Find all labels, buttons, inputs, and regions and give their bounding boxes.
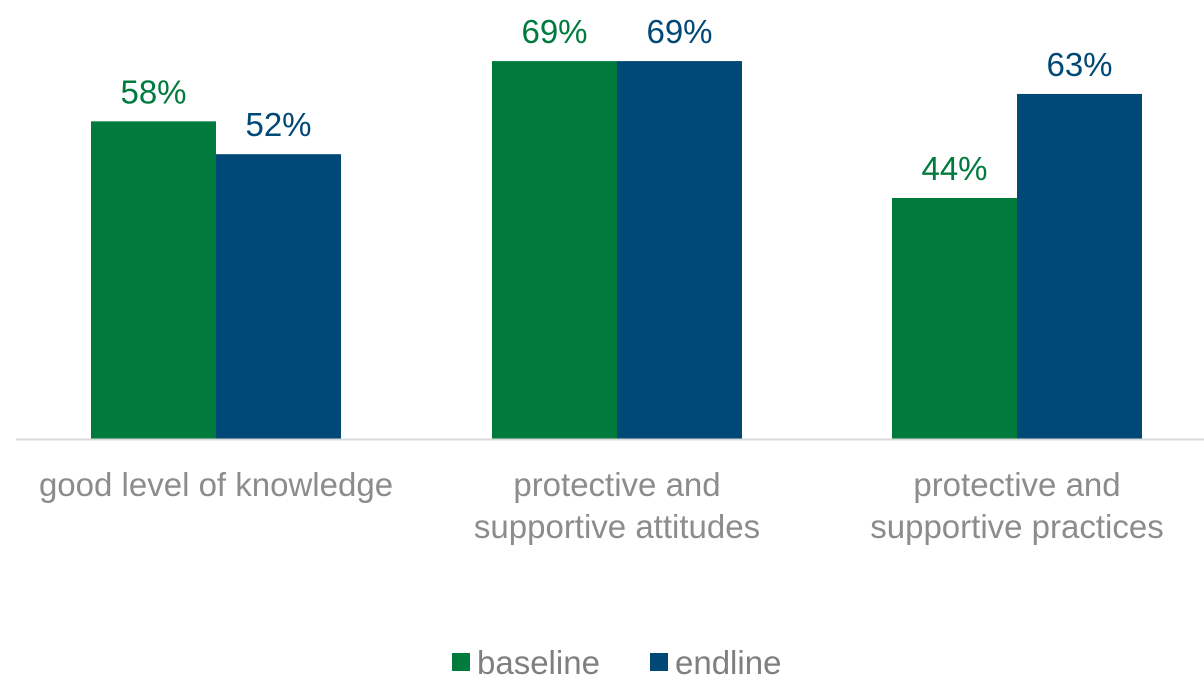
bar-baseline-1 bbox=[492, 61, 617, 439]
x-tick-label-line: supportive attitudes bbox=[474, 508, 760, 545]
x-tick-labels-group: good level of knowledge protective and sup… bbox=[39, 466, 1164, 545]
data-label-baseline-0: 58% bbox=[120, 73, 186, 110]
legend: baseline endline bbox=[452, 644, 781, 681]
bar-baseline-2 bbox=[892, 198, 1017, 439]
data-label-baseline-2: 44% bbox=[921, 150, 987, 187]
data-label-endline-1: 69% bbox=[646, 13, 712, 50]
data-label-baseline-1: 69% bbox=[521, 13, 587, 50]
x-tick-label-line: protective and bbox=[513, 466, 720, 503]
x-tick-label-line: supportive practices bbox=[870, 508, 1163, 545]
bar-endline-0 bbox=[216, 154, 341, 440]
legend-label-endline: endline bbox=[675, 644, 781, 681]
x-tick-label-line: good level of knowledge bbox=[39, 466, 393, 503]
x-tick-label-line: protective and bbox=[913, 466, 1120, 503]
legend-swatch-endline bbox=[650, 653, 668, 671]
data-label-endline-0: 52% bbox=[245, 106, 311, 143]
bar-endline-2 bbox=[1017, 93, 1142, 439]
bars-group bbox=[91, 61, 1142, 440]
legend-label-baseline: baseline bbox=[477, 644, 600, 681]
bar-baseline-0 bbox=[91, 121, 216, 440]
data-label-endline-2: 63% bbox=[1046, 46, 1112, 83]
legend-swatch-baseline bbox=[452, 653, 470, 671]
x-tick-label-1: protective and supportive attitudes bbox=[474, 466, 760, 545]
bar-endline-1 bbox=[617, 61, 742, 439]
x-tick-label-0: good level of knowledge bbox=[39, 466, 393, 503]
value-labels-group: 58% 69% 44% 52% 69% 63% bbox=[120, 13, 1112, 187]
x-tick-label-2: protective and supportive practices bbox=[870, 466, 1163, 545]
